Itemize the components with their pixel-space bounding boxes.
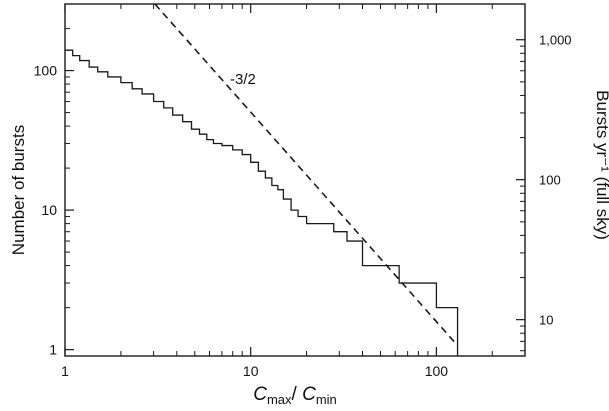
y2-tick-label: 1,000 — [539, 33, 572, 48]
series-layer — [65, 3, 459, 356]
step-series-line — [65, 49, 459, 356]
x-axis-label-slash: / — [292, 384, 303, 405]
x-tick-label: 100 — [425, 363, 449, 379]
y-tick-label: 1 — [49, 342, 57, 358]
x-axis-label-sub-max: max — [267, 392, 292, 407]
x-axis-ticks: 1 10 100 — [61, 4, 493, 379]
slope-reference-line — [154, 3, 459, 347]
y2-tick-label: 100 — [539, 173, 561, 188]
x-axis-label-sub-min: min — [316, 392, 337, 407]
x-tick-label: 1 — [61, 363, 69, 379]
x-axis-label: Cmax/ Cmin — [253, 384, 337, 407]
y2-axis-label: Bursts yr⁻¹ (full sky) — [593, 90, 609, 240]
x-axis-label-main: C — [253, 384, 267, 405]
slope-annotation: -3/2 — [230, 71, 256, 88]
y-tick-label: 10 — [41, 202, 57, 218]
y2-axis-ticks: 10 100 1,000 — [516, 33, 572, 352]
y-tick-label: 100 — [34, 63, 58, 79]
plot-frame — [64, 3, 526, 357]
x-axis-label-main-2: C — [302, 384, 316, 405]
x-tick-label: 10 — [243, 363, 259, 379]
y2-tick-label: 10 — [539, 313, 553, 328]
y-axis-label: Number of bursts — [9, 125, 28, 255]
y-axis-ticks: 1 10 100 — [34, 28, 74, 358]
